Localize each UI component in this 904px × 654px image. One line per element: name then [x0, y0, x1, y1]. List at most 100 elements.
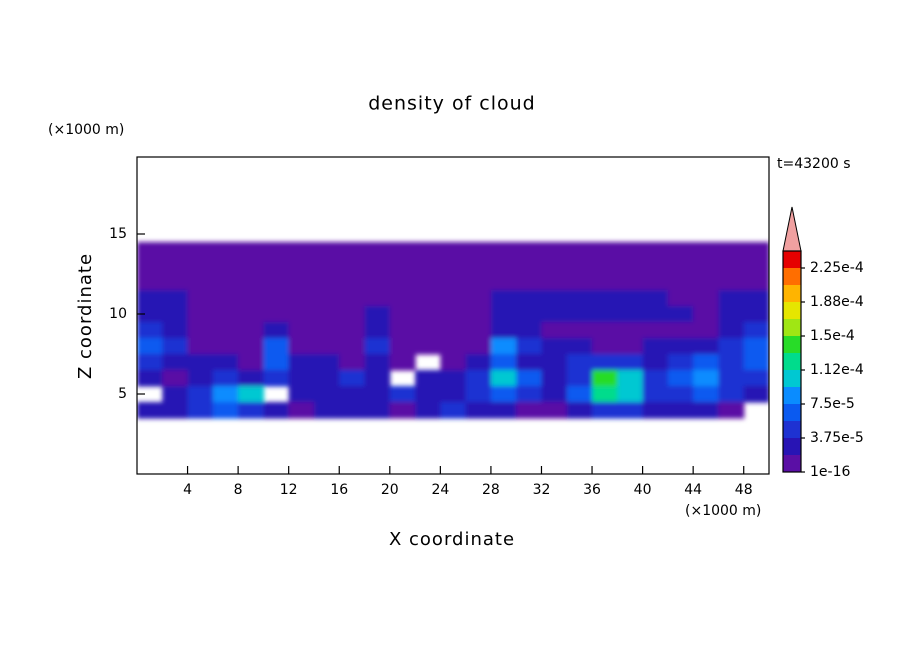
y-tick-label: 15: [109, 226, 127, 242]
contour-cell: [162, 322, 189, 339]
colorbar-tick-label: 7.5e-5: [810, 396, 855, 412]
colorbar-tick-label: 1e-16: [810, 464, 850, 480]
contour-cell: [162, 354, 189, 371]
contour-cell: [566, 258, 593, 275]
contour-cell: [187, 290, 214, 307]
contour-cell: [743, 306, 769, 323]
contour-cell: [541, 354, 568, 371]
contour-cell: [440, 258, 467, 275]
contour-cell: [313, 274, 340, 291]
contour-cell: [592, 306, 618, 323]
contour-cell: [389, 354, 416, 371]
contour-cell: [288, 354, 315, 371]
x-tick-label: 40: [634, 482, 652, 498]
contour-cell: [415, 306, 441, 323]
contour-cell: [592, 386, 618, 403]
contour-cell: [642, 258, 669, 275]
contour-cell: [415, 386, 441, 403]
contour-cell: [667, 306, 694, 323]
contour-cell: [541, 386, 568, 403]
contour-cell: [592, 322, 618, 339]
contour-cell: [566, 290, 593, 307]
contour-cell: [162, 338, 189, 355]
contour-cell: [162, 306, 189, 323]
contour-cell: [137, 322, 163, 339]
contour-cell: [263, 322, 290, 339]
contour-cell: [137, 274, 163, 291]
colorbar-tick-label: 3.75e-5: [810, 430, 864, 446]
contour-cell: [718, 290, 745, 307]
contour-cell: [238, 370, 264, 387]
contour-cell: [592, 242, 618, 259]
contour-cell: [212, 354, 239, 371]
contour-cell: [465, 338, 492, 355]
contour-cell: [566, 402, 593, 419]
contour-cell: [718, 354, 745, 371]
contour-cell: [743, 338, 769, 355]
contour-cell: [490, 274, 517, 291]
contour-cell: [364, 242, 391, 259]
contour-cell: [212, 370, 239, 387]
contour-cell: [440, 402, 467, 419]
contour-cell: [592, 274, 618, 291]
contour-cell: [465, 306, 492, 323]
y-tick-label: 10: [109, 306, 127, 322]
contour-cell: [718, 322, 745, 339]
contour-cell: [187, 306, 214, 323]
x-tick-label: 16: [330, 482, 348, 498]
contour-cell: [718, 402, 745, 419]
x-axis-title: X coordinate: [389, 529, 515, 550]
contour-cell: [440, 274, 467, 291]
colorbar-band: [783, 421, 801, 438]
contour-cell: [490, 322, 517, 339]
contour-cell: [592, 258, 618, 275]
contour-cell: [389, 290, 416, 307]
contour-cell: [238, 322, 264, 339]
contour-cell: [339, 290, 366, 307]
x-unit: (×1000 m): [685, 503, 761, 519]
contour-cell: [288, 322, 315, 339]
contour-cell: [187, 258, 214, 275]
contour-cell: [743, 354, 769, 371]
contour-cell: [415, 242, 441, 259]
contour-cell: [364, 338, 391, 355]
contour-cell: [516, 338, 543, 355]
contour-cell: [389, 258, 416, 275]
contour-cell: [617, 290, 644, 307]
contour-cell: [642, 290, 669, 307]
contour-cell: [364, 274, 391, 291]
contour-cell: [667, 338, 694, 355]
contour-cell: [440, 354, 467, 371]
contour-cell: [212, 338, 239, 355]
contour-cell: [263, 354, 290, 371]
contour-cell: [743, 322, 769, 339]
contour-cell: [541, 258, 568, 275]
colorbar-tick-label: 1.12e-4: [810, 362, 864, 378]
contour-cell: [718, 258, 745, 275]
plot-frame: [136, 156, 770, 475]
contour-cell: [187, 370, 214, 387]
contour-cell: [389, 402, 416, 419]
contour-cell: [667, 258, 694, 275]
contour-cell: [263, 402, 290, 419]
contour-cell: [516, 386, 543, 403]
colorbar-band: [783, 404, 801, 421]
contour-cell: [617, 306, 644, 323]
contour-cell: [339, 274, 366, 291]
colorbar-frame: [782, 250, 802, 473]
contour-cell: [364, 322, 391, 339]
contour-cell: [718, 370, 745, 387]
contour-cell: [667, 354, 694, 371]
contour-cell: [516, 242, 543, 259]
contour-cell: [693, 322, 720, 339]
contour-cell: [541, 290, 568, 307]
contour-cell: [617, 242, 644, 259]
contour-cell: [516, 354, 543, 371]
contour-cell: [617, 322, 644, 339]
time-label: t=43200 s: [777, 156, 851, 172]
x-tick-label: 8: [234, 482, 243, 498]
contour-cell: [313, 338, 340, 355]
colorbar-band: [783, 319, 801, 336]
contour-cell: [187, 386, 214, 403]
contour-cell: [718, 242, 745, 259]
